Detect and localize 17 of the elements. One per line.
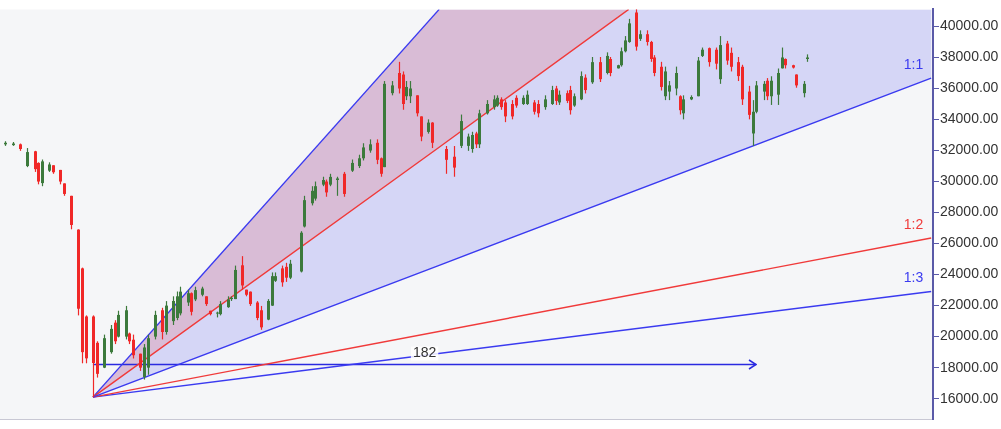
series-label: 1:1: [903, 55, 924, 72]
y-tick-label: 34000.00: [940, 110, 999, 127]
annotation: 182: [412, 344, 437, 361]
y-tick-label: 24000.00: [940, 265, 999, 282]
series-label: 1:3: [903, 269, 924, 286]
y-tick-label: 16000.00: [940, 389, 999, 406]
y-tick-label: 28000.00: [940, 203, 999, 220]
y-tick-label: 18000.00: [940, 358, 999, 375]
y-tick-label: 20000.00: [940, 327, 999, 344]
y-tick-label: 26000.00: [940, 234, 999, 251]
y-tick-label: 30000.00: [940, 172, 999, 189]
y-tick-label: 38000.00: [940, 48, 999, 65]
y-tick-label: 36000.00: [940, 79, 999, 96]
y-tick-label: 22000.00: [940, 296, 999, 313]
series-label: 1:2: [903, 215, 924, 232]
y-tick-label: 40000.00: [940, 17, 999, 34]
y-tick-label: 32000.00: [940, 141, 999, 158]
